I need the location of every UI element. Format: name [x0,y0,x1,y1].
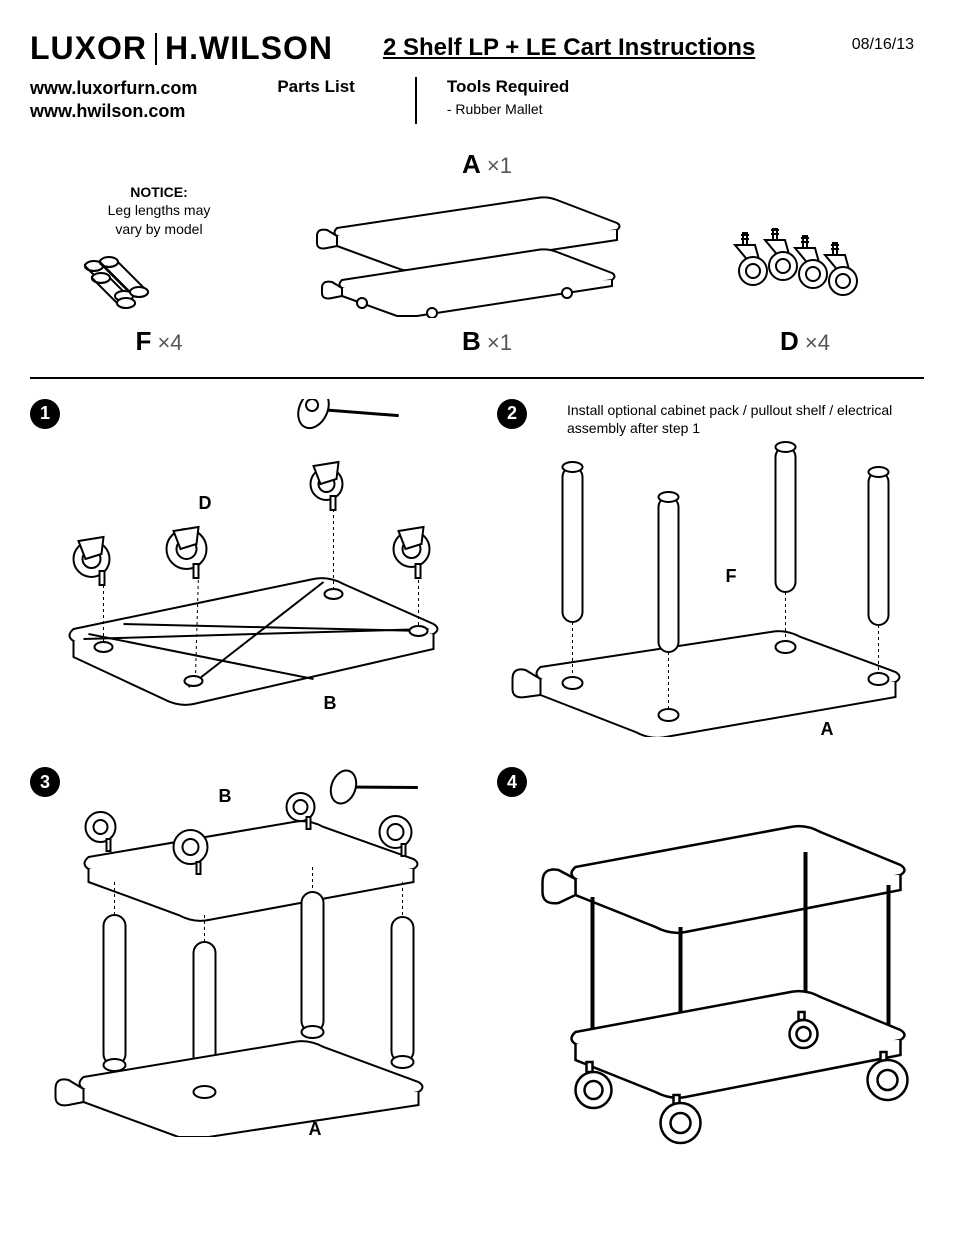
logo-left: LUXOR [30,30,147,67]
step-1-number: 1 [30,399,60,429]
part-D: D ×4 [725,228,885,357]
parts-row: NOTICE: Leg lengths may vary by model F … [30,149,924,379]
step-3-number: 3 [30,767,60,797]
tool-item: - Rubber Mallet [447,101,569,117]
step-4: 4 [497,767,924,1147]
shelves-icon [307,188,627,318]
parts-tools: Parts List Tools Required - Rubber Malle… [277,77,569,124]
step-3-callout-B: B [219,786,232,806]
step-3-callout-A: A [309,1119,322,1137]
part-B-letter: B [462,326,481,356]
part-F-qty: ×4 [157,330,182,355]
notice: NOTICE: Leg lengths may vary by model [69,183,249,238]
part-F-letter: F [135,326,151,356]
step-4-figure [497,797,924,1147]
parts-list-col: Parts List [277,77,416,124]
step-1-callout-B: B [324,693,337,713]
url-2: www.hwilson.com [30,100,197,123]
subheader: www.luxorfurn.com www.hwilson.com Parts … [30,77,924,124]
url-1: www.luxorfurn.com [30,77,197,100]
notice-head: NOTICE: [130,184,188,200]
part-B-label: B ×1 [307,326,667,357]
step-3-figure: B A [30,767,457,1137]
part-A-label-top: A ×1 [307,149,667,180]
header: LUXOR H.WILSON 2 Shelf LP + LE Cart Inst… [30,30,924,67]
tubes-icon [69,248,159,318]
step-1-callout-D: D [199,493,212,513]
step-2-note: Install optional cabinet pack / pullout … [567,401,924,437]
steps-grid: 1 [30,399,924,1147]
part-F-label: F ×4 [69,326,249,357]
date: 08/16/13 [852,36,914,54]
part-B-qty: ×1 [487,330,512,355]
logo-right: H.WILSON [165,30,333,67]
title-block: 2 Shelf LP + LE Cart Instructions [383,30,832,62]
step-2-callout-F: F [726,566,737,586]
part-A-letter: A [462,149,481,179]
step-4-number: 4 [497,767,527,797]
logo-separator [155,33,157,65]
logo: LUXOR H.WILSON [30,30,333,67]
casters-icon [725,228,865,318]
part-F: NOTICE: Leg lengths may vary by model F … [69,183,249,357]
step-2-number: 2 [497,399,527,429]
step-2-figure: F A [497,437,924,737]
notice-line1: Leg lengths may [108,202,211,218]
part-D-label: D ×4 [725,326,885,357]
step-1: 1 [30,399,457,737]
part-D-qty: ×4 [805,330,830,355]
parts-list-label: Parts List [277,77,354,97]
tools-required-label: Tools Required [447,77,569,97]
step-3: 3 [30,767,457,1147]
step-1-figure: D B [30,399,457,719]
tools-required-col: Tools Required - Rubber Mallet [417,77,569,124]
page-title: 2 Shelf LP + LE Cart Instructions [383,34,832,62]
part-AB: A ×1 B ×1 [307,149,667,357]
step-2-callout-A: A [821,719,834,737]
step-2: 2 Install optional cabinet pack / pullou… [497,399,924,737]
urls: www.luxorfurn.com www.hwilson.com [30,77,197,124]
part-A-qty: ×1 [487,153,512,178]
part-D-letter: D [780,326,799,356]
notice-line2: vary by model [115,221,202,237]
